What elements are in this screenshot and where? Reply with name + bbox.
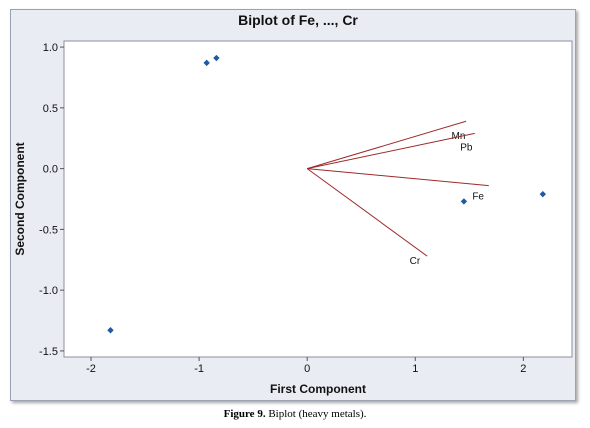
figure-label: Figure 9.	[223, 408, 266, 420]
x-tick-label: -1	[194, 363, 204, 375]
plot-area	[63, 40, 573, 358]
data-point	[203, 59, 210, 67]
data-point	[213, 54, 220, 62]
y-tick-label: -1.5	[39, 346, 58, 358]
data-point	[460, 198, 468, 205]
y-tick-label: 0.5	[43, 103, 58, 115]
data-point	[107, 327, 114, 334]
loading-vector-fe	[307, 168, 489, 187]
x-tick-label: -2	[86, 363, 96, 375]
data-point	[539, 190, 547, 198]
caption-text: Biplot (heavy metals).	[265, 408, 367, 420]
y-tick-label: 1.0	[43, 42, 58, 54]
y-tick-label: -1.0	[39, 285, 58, 297]
y-axis-label: Second Component	[13, 142, 27, 255]
vector-label-pb: Pb	[460, 142, 473, 153]
x-axis-label: First Component	[270, 382, 366, 396]
x-tick-label: 0	[304, 363, 310, 375]
y-tick-label: 0.0	[43, 164, 58, 176]
x-tick-label: 1	[412, 363, 418, 375]
loading-vector-mn	[307, 120, 467, 170]
loading-vector-pb	[307, 132, 475, 170]
chart-title: Biplot of Fe, ..., Cr	[238, 12, 358, 28]
vector-label-fe: Fe	[472, 192, 484, 203]
y-tick-label: -0.5	[39, 224, 58, 236]
vector-label-cr: Cr	[410, 256, 421, 267]
loading-vector-cr	[306, 168, 428, 257]
x-tick-label: 2	[520, 363, 526, 375]
biplot-chart: Biplot of Fe, ..., Cr -2 -1 0 1 2 1.0 0.5 0.0 -0…	[13, 12, 573, 396]
figure-caption: Figure 9. Biplot (heavy metals).	[0, 408, 590, 420]
